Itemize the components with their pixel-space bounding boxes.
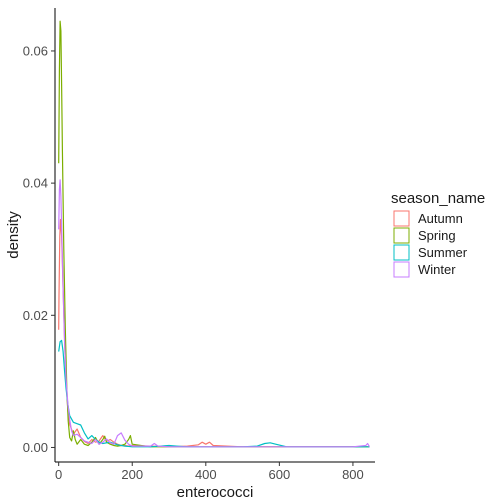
legend-item-spring: Spring <box>393 227 456 244</box>
legend-label: Autumn <box>418 211 463 226</box>
legend: season_name Autumn Spring Summer Winter <box>391 190 485 278</box>
legend-key <box>393 261 410 278</box>
legend-label: Spring <box>418 228 456 243</box>
ticks: 0 200 400 600 800 0.00 0.02 0.04 0.06 <box>23 43 364 482</box>
legend-items: Autumn Spring Summer Winter <box>393 210 468 278</box>
legend-key <box>393 227 410 244</box>
legend-label: Summer <box>418 245 468 260</box>
y-axis-title: density <box>5 211 22 259</box>
series-line-spring <box>58 20 370 448</box>
legend-item-winter: Winter <box>393 261 456 278</box>
series-lines <box>58 20 371 448</box>
legend-item-autumn: Autumn <box>393 210 463 227</box>
y-tick-label: 0.06 <box>23 43 48 58</box>
axes <box>54 8 375 463</box>
legend-title: season_name <box>391 190 485 207</box>
legend-key <box>393 244 410 261</box>
legend-label: Winter <box>418 262 456 277</box>
x-tick-label: 400 <box>195 467 217 482</box>
x-tick-label: 600 <box>269 467 291 482</box>
x-axis-title: enterococci <box>177 484 254 501</box>
x-tick-label: 0 <box>55 467 62 482</box>
y-tick-label: 0.02 <box>23 308 48 323</box>
series-line-summer <box>58 339 370 448</box>
legend-key <box>393 210 410 227</box>
y-tick-label: 0.00 <box>23 440 48 455</box>
series-line-autumn <box>58 218 370 448</box>
y-tick-label: 0.04 <box>23 176 48 191</box>
x-tick-label: 800 <box>342 467 364 482</box>
x-tick-label: 200 <box>121 467 143 482</box>
legend-item-summer: Summer <box>393 244 468 261</box>
series-line-winter <box>58 179 371 448</box>
